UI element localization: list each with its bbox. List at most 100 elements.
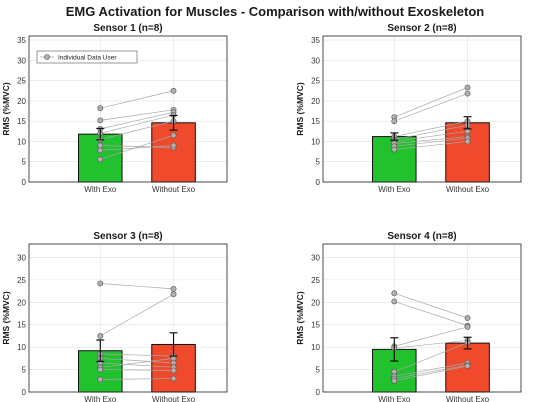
legend-label: Individual Data User bbox=[58, 55, 117, 62]
y-tick-label: 15 bbox=[311, 321, 320, 330]
data-point bbox=[464, 138, 471, 145]
paired-line bbox=[100, 90, 174, 109]
paired-line bbox=[394, 120, 468, 137]
data-point bbox=[170, 375, 177, 382]
paired-line bbox=[100, 111, 174, 130]
paired-line bbox=[394, 364, 468, 379]
data-point bbox=[97, 105, 104, 112]
plot-area bbox=[323, 36, 521, 182]
x-tick-label: With Exo bbox=[378, 185, 411, 194]
panel-title: Sensor 1 (n=8) bbox=[93, 23, 162, 34]
chart-panel-3: 0 5 10 15 20 25 30 With Exo Without Exo Sensor 3 … bbox=[1, 231, 228, 402]
y-tick-label: 30 bbox=[311, 56, 320, 65]
paired-line bbox=[394, 124, 468, 140]
y-tick-label: 10 bbox=[311, 137, 320, 146]
paired-line bbox=[394, 130, 468, 142]
data-point bbox=[170, 132, 177, 139]
panel-title: Sensor 3 (n=8) bbox=[93, 231, 162, 242]
paired-line bbox=[394, 340, 468, 349]
paired-line bbox=[100, 358, 174, 364]
chart-panel-1: 0 5 10 15 20 25 30 35 With Exo Without Exo Sensor … bbox=[1, 23, 228, 194]
data-point bbox=[97, 376, 104, 383]
y-tick-label: 5 bbox=[316, 158, 321, 167]
data-point bbox=[464, 324, 471, 330]
y-tick-label: 15 bbox=[311, 117, 320, 126]
data-point bbox=[464, 363, 471, 369]
y-tick-label: 25 bbox=[17, 77, 26, 86]
data-point bbox=[97, 366, 104, 373]
x-tick-label: Without Exo bbox=[152, 185, 196, 194]
paired-line bbox=[100, 369, 174, 371]
axes-box bbox=[322, 243, 522, 393]
y-tick-label: 0 bbox=[22, 178, 27, 187]
paired-line bbox=[100, 353, 174, 357]
data-point bbox=[97, 142, 104, 149]
paired-line bbox=[100, 362, 174, 368]
y-axis-label: RMS (%MVC) bbox=[1, 82, 11, 136]
paired-line bbox=[394, 93, 468, 122]
data-point bbox=[464, 315, 471, 321]
paired-line bbox=[100, 358, 174, 368]
data-point bbox=[170, 285, 177, 292]
paired-line bbox=[394, 136, 468, 144]
y-tick-label: 25 bbox=[17, 276, 26, 285]
data-point bbox=[170, 87, 177, 94]
data-point bbox=[97, 117, 104, 124]
paired-line bbox=[100, 145, 174, 148]
data-point bbox=[170, 291, 177, 298]
figure-title: EMG Activation for Muscles - Comparison … bbox=[65, 4, 485, 19]
paired-line bbox=[394, 362, 468, 377]
data-point bbox=[170, 142, 177, 149]
legend-box bbox=[36, 50, 138, 64]
paired-line bbox=[394, 141, 468, 150]
data-point bbox=[97, 147, 104, 154]
y-tick-label: 5 bbox=[22, 366, 27, 375]
data-point bbox=[391, 298, 398, 305]
y-tick-label: 35 bbox=[311, 36, 320, 45]
axes-box bbox=[28, 35, 228, 183]
x-tick-label: Without Exo bbox=[152, 395, 196, 402]
paired-line bbox=[100, 109, 174, 121]
x-tick-label: With Exo bbox=[84, 395, 117, 402]
chart-panel-2: 0 5 10 15 20 25 30 35 With Exo Without Exo Sensor … bbox=[295, 23, 522, 194]
paired-line bbox=[394, 301, 468, 326]
y-tick-label: 30 bbox=[17, 56, 26, 65]
y-tick-label: 20 bbox=[311, 298, 320, 307]
y-tick-label: 25 bbox=[311, 77, 320, 86]
paired-line bbox=[100, 378, 174, 380]
y-tick-label: 15 bbox=[17, 117, 26, 126]
data-point bbox=[97, 156, 104, 163]
x-tick-label: With Exo bbox=[84, 185, 117, 194]
axes-box bbox=[28, 243, 228, 393]
y-tick-label: 0 bbox=[316, 388, 321, 397]
paired-line bbox=[394, 365, 468, 382]
paired-line bbox=[100, 120, 174, 140]
y-tick-label: 20 bbox=[17, 97, 26, 106]
y-tick-label: 15 bbox=[17, 321, 26, 330]
y-tick-label: 0 bbox=[22, 388, 27, 397]
data-point bbox=[170, 367, 177, 374]
y-tick-label: 10 bbox=[17, 137, 26, 146]
y-tick-label: 0 bbox=[316, 178, 321, 187]
paired-line bbox=[100, 145, 174, 151]
data-point bbox=[464, 90, 471, 97]
y-tick-label: 20 bbox=[17, 298, 26, 307]
y-tick-label: 20 bbox=[311, 97, 320, 106]
data-point bbox=[464, 84, 471, 91]
paired-line bbox=[394, 137, 468, 147]
data-point bbox=[391, 377, 398, 384]
paired-line bbox=[394, 326, 468, 347]
y-tick-label: 25 bbox=[311, 276, 320, 285]
panel-title: Sensor 4 (n=8) bbox=[387, 231, 456, 242]
x-tick-label: Without Exo bbox=[446, 395, 490, 402]
y-axis-label: RMS (%MVC) bbox=[295, 82, 305, 136]
paired-line bbox=[100, 114, 174, 134]
y-axis-label: RMS (%MVC) bbox=[1, 291, 11, 345]
paired-line bbox=[100, 135, 174, 160]
x-tick-label: With Exo bbox=[378, 395, 411, 402]
panel-title: Sensor 2 (n=8) bbox=[387, 23, 456, 34]
data-point bbox=[391, 146, 398, 153]
y-tick-label: 5 bbox=[22, 158, 27, 167]
y-axis-label: RMS (%MVC) bbox=[295, 291, 305, 345]
